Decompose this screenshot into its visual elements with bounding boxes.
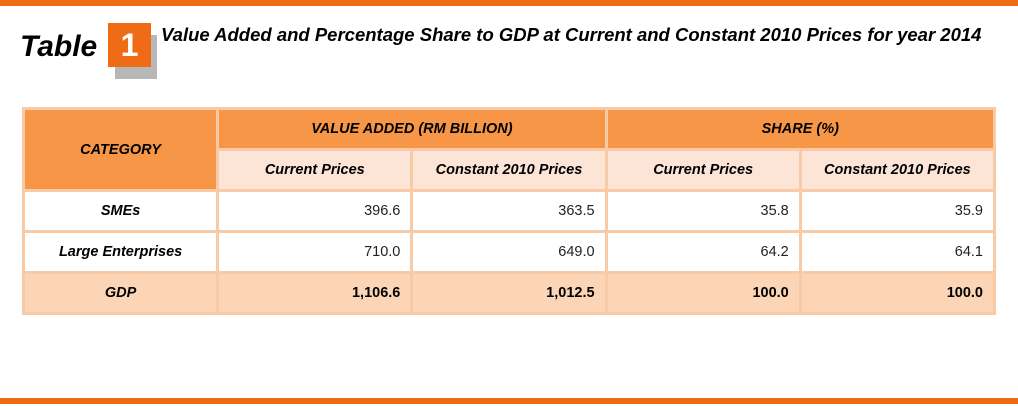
subheader: Constant 2010 Prices	[798, 148, 997, 192]
table-title: Value Added and Percentage Share to GDP …	[161, 24, 982, 45]
total-row: GDP 1,106.6 1,012.5 100.0 100.0	[21, 271, 997, 315]
table-word: Table	[20, 30, 98, 63]
cell: 64.1	[798, 230, 997, 274]
cell: 100.0	[604, 271, 802, 315]
row-label: SMEs	[21, 189, 220, 233]
subheader: Constant 2010 Prices	[410, 148, 608, 192]
group-header-value-added: VALUE ADDED (RM BILLION)	[216, 107, 608, 151]
subheader: Current Prices	[216, 148, 414, 192]
cell: 64.2	[604, 230, 802, 274]
row-label: GDP	[21, 271, 220, 315]
row-label: Large Enterprises	[21, 230, 220, 274]
cell: 35.9	[798, 189, 997, 233]
table-row: SMEs 396.6 363.5 35.8 35.9	[21, 189, 997, 233]
cell: 1,012.5	[410, 271, 608, 315]
table-number-badge: 1	[108, 23, 151, 67]
cell: 35.8	[604, 189, 802, 233]
subheader: Current Prices	[604, 148, 802, 192]
cell: 363.5	[410, 189, 608, 233]
top-accent-bar	[0, 0, 1018, 6]
cell: 1,106.6	[216, 271, 414, 315]
cell: 100.0	[798, 271, 997, 315]
cell: 710.0	[216, 230, 414, 274]
group-header-share: SHARE (%)	[604, 107, 997, 151]
category-header: CATEGORY	[21, 107, 220, 192]
table-row: Large Enterprises 710.0 649.0 64.2 64.1	[21, 230, 997, 274]
cell: 396.6	[216, 189, 414, 233]
cell: 649.0	[410, 230, 608, 274]
data-table: CATEGORY VALUE ADDED (RM BILLION) SHARE …	[21, 107, 997, 315]
bottom-accent-bar	[0, 398, 1018, 404]
